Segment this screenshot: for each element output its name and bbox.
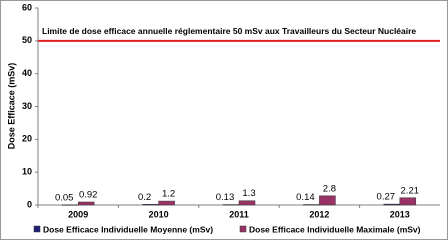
y-tick-label: 0: [27, 199, 32, 209]
data-label: 0.92: [79, 189, 98, 200]
x-tick-label: 2011: [229, 209, 249, 219]
y-axis-label: Dose Efficace (mSv): [6, 63, 16, 150]
data-label: 2.21: [401, 185, 420, 196]
x-tick-label: 2012: [309, 209, 329, 219]
y-tick-label: 30: [22, 101, 32, 111]
limit-label: Limite de dose efficace annuelle régleme…: [42, 26, 416, 36]
data-label: 0.13: [216, 192, 235, 203]
x-tick-label: 2009: [68, 209, 88, 219]
data-label: 2.8: [323, 183, 336, 194]
legend-label: Dose Efficace Individuelle Moyenne (mSv): [43, 224, 213, 234]
y-tick-label: 50: [22, 35, 32, 45]
data-label: 1.3: [242, 188, 255, 199]
x-tick-label: 2013: [390, 209, 410, 219]
data-label: 0.27: [377, 192, 396, 203]
bar: [319, 195, 336, 206]
bar: [222, 204, 240, 206]
legend-swatch: [33, 225, 41, 233]
data-label: 0.2: [138, 192, 151, 203]
bar: [238, 200, 256, 206]
y-tick-label: 60: [22, 2, 32, 12]
bar: [158, 200, 175, 206]
bar: [142, 204, 159, 206]
data-label: 1.2: [162, 189, 175, 200]
y-tick-label: 40: [22, 68, 32, 78]
bar: [61, 204, 79, 206]
y-tick-label: 20: [22, 134, 32, 144]
data-label: 0.14: [296, 192, 315, 203]
x-tick-label: 2010: [149, 209, 169, 219]
y-tick-label: 10: [22, 167, 32, 177]
legend-swatch: [239, 225, 247, 233]
bar: [303, 204, 320, 206]
bar: [77, 201, 95, 206]
bar: [383, 203, 401, 206]
legend-label: Dose Efficace Individuelle Maximale (mSv…: [249, 224, 421, 234]
data-label: 0.05: [55, 192, 74, 203]
bar: [399, 197, 417, 206]
